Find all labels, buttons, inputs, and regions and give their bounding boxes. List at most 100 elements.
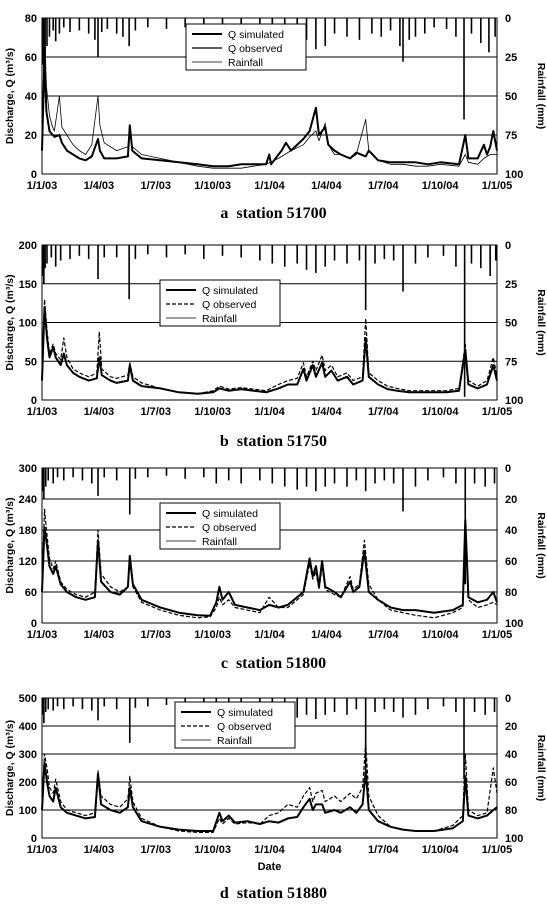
legend-label: Q observed xyxy=(228,43,282,55)
x-tick-label: 1/4/03 xyxy=(84,180,115,192)
y-tick-label: 50 xyxy=(25,356,37,368)
x-tick-label: 1/1/04 xyxy=(254,180,285,192)
y-tick-label: 180 xyxy=(19,525,37,537)
caption-station: station 51750 xyxy=(236,433,328,450)
y-tick-label: 20 xyxy=(25,130,37,142)
x-tick-label: 1/4/04 xyxy=(311,629,342,641)
legend-label: Rainfall xyxy=(202,536,237,548)
x-tick-label: 1/1/04 xyxy=(254,629,285,641)
y-right-tick-label: 100 xyxy=(505,395,523,407)
legend-label: Q simulated xyxy=(202,285,258,297)
y-right-tick-label: 100 xyxy=(505,833,523,845)
y-right-tick-label: 20 xyxy=(505,721,517,733)
panel-caption-b: b station 51750 xyxy=(0,433,547,451)
y-tick-label: 240 xyxy=(19,494,37,506)
y-right-tick-label: 25 xyxy=(505,279,517,291)
x-tick-label: 1/7/04 xyxy=(368,844,399,856)
caption-letter: b xyxy=(219,433,229,450)
legend: Q simulated Q observed Rainfall xyxy=(159,502,281,550)
y-tick-label: 200 xyxy=(19,240,37,252)
legend: Q simulated Q observed Rainfall xyxy=(159,279,281,327)
caption-letter: d xyxy=(219,885,229,902)
chart-panel-b: 0 50 100 150 200 0 25 50 75 100 1/1/03 1/4/03 1/7/03… xyxy=(4,240,547,418)
legend-label: Q simulated xyxy=(202,508,258,520)
x-tick-label: 1/1/03 xyxy=(27,629,58,641)
y-tick-label: 400 xyxy=(19,721,37,733)
y-tick-label: 0 xyxy=(31,833,37,845)
x-tick-label: 1/1/03 xyxy=(27,406,58,418)
y-tick-label: 60 xyxy=(25,587,37,599)
y-right-tick-label: 40 xyxy=(505,525,517,537)
plot-frame xyxy=(41,17,498,175)
caption-letter: c xyxy=(220,655,228,672)
x-tick-label: 1/4/03 xyxy=(84,844,115,856)
caption-station: station 51800 xyxy=(235,655,327,672)
y-right-tick-label: 60 xyxy=(505,556,517,568)
y-right-tick-label: 60 xyxy=(505,777,517,789)
x-tick-label: 1/7/03 xyxy=(140,844,171,856)
y-right-tick-label: 100 xyxy=(505,618,523,630)
caption-station: station 51700 xyxy=(236,205,327,222)
y-tick-label: 0 xyxy=(31,395,37,407)
y-right-tick-label: 50 xyxy=(505,91,517,103)
x-tick-label: 1/7/04 xyxy=(368,180,399,192)
y-tick-label: 300 xyxy=(19,463,37,475)
x-tick-label: 1/4/04 xyxy=(311,844,342,856)
y-tick-label: 150 xyxy=(19,279,37,291)
y-right-tick-label: 25 xyxy=(505,52,517,64)
x-tick-label: 1/4/03 xyxy=(84,629,115,641)
x-tick-label: 1/4/03 xyxy=(84,406,115,418)
x-tick-label: 1/10/04 xyxy=(422,844,460,856)
x-tick-label: 1/10/04 xyxy=(422,180,460,192)
legend-label: Q observed xyxy=(202,522,256,534)
legend-label: Rainfall xyxy=(228,57,263,69)
y-axis-title: Discharge, Q (m³/s) xyxy=(4,274,16,370)
y-right-axis-title: Rainfall (mm) xyxy=(535,63,547,130)
y-right-tick-label: 100 xyxy=(505,169,523,181)
series-line-q-simulated xyxy=(41,306,498,395)
y-right-tick-label: 0 xyxy=(505,693,511,705)
x-tick-label: 1/7/03 xyxy=(140,406,171,418)
y-right-tick-label: 75 xyxy=(505,130,517,142)
y-right-axis-title: Rainfall (mm) xyxy=(535,735,547,802)
y-tick-label: 0 xyxy=(31,618,37,630)
panel-caption-d: d station 51880 xyxy=(0,885,547,903)
x-tick-label: 1/4/04 xyxy=(311,406,342,418)
y-right-axis-title: Rainfall (mm) xyxy=(535,289,547,356)
x-axis-title: Date xyxy=(258,861,282,873)
y-tick-label: 100 xyxy=(19,805,37,817)
x-tick-label: 1/10/03 xyxy=(194,844,231,856)
x-tick-label: 1/10/03 xyxy=(194,629,231,641)
x-tick-label: 1/1/05 xyxy=(482,629,513,641)
plot-frame xyxy=(41,467,498,624)
y-tick-label: 300 xyxy=(19,749,37,761)
series-line-q-observed xyxy=(41,742,498,833)
x-tick-label: 1/1/05 xyxy=(482,844,513,856)
x-tick-label: 1/1/03 xyxy=(27,844,58,856)
caption-station: station 51880 xyxy=(236,885,328,902)
panel-caption-a: a station 51700 xyxy=(0,205,547,223)
series-line-q-observed xyxy=(41,298,498,395)
y-right-tick-label: 50 xyxy=(505,318,517,330)
legend-label: Q simulated xyxy=(228,29,284,41)
y-axis-title: Discharge, Q (m³/s) xyxy=(4,720,16,816)
series-line-q-simulated xyxy=(41,518,498,617)
y-tick-label: 60 xyxy=(25,52,37,64)
panel-caption-c: c station 51800 xyxy=(0,655,547,673)
chart-panel-a: 0 20 40 60 80 0 25 50 75 100 1/1/03 1/4/03 1/7/03 1/1… xyxy=(4,13,547,192)
y-axis-title: Discharge, Q (m³/s) xyxy=(4,48,16,144)
x-tick-label: 1/10/04 xyxy=(422,629,460,641)
y-tick-label: 80 xyxy=(25,13,37,25)
x-tick-label: 1/1/04 xyxy=(254,844,285,856)
legend-label: Rainfall xyxy=(202,313,237,325)
x-tick-label: 1/1/05 xyxy=(482,180,513,192)
y-axis-title: Discharge, Q (m³/s) xyxy=(4,497,16,593)
y-right-tick-label: 80 xyxy=(505,805,517,817)
y-tick-label: 0 xyxy=(31,169,37,181)
x-tick-label: 1/7/03 xyxy=(140,180,171,192)
x-tick-label: 1/10/03 xyxy=(194,180,231,192)
chart-panel-d: 0 100 200 300 400 500 0 20 40 60 80 100 1/1/03 1/4/03… xyxy=(4,693,547,873)
chart-panel-c: 0 60 120 180 240 300 0 20 40 60 80 100 1/1/03 1/4/03 1… xyxy=(4,463,547,641)
y-right-tick-label: 0 xyxy=(505,240,511,252)
